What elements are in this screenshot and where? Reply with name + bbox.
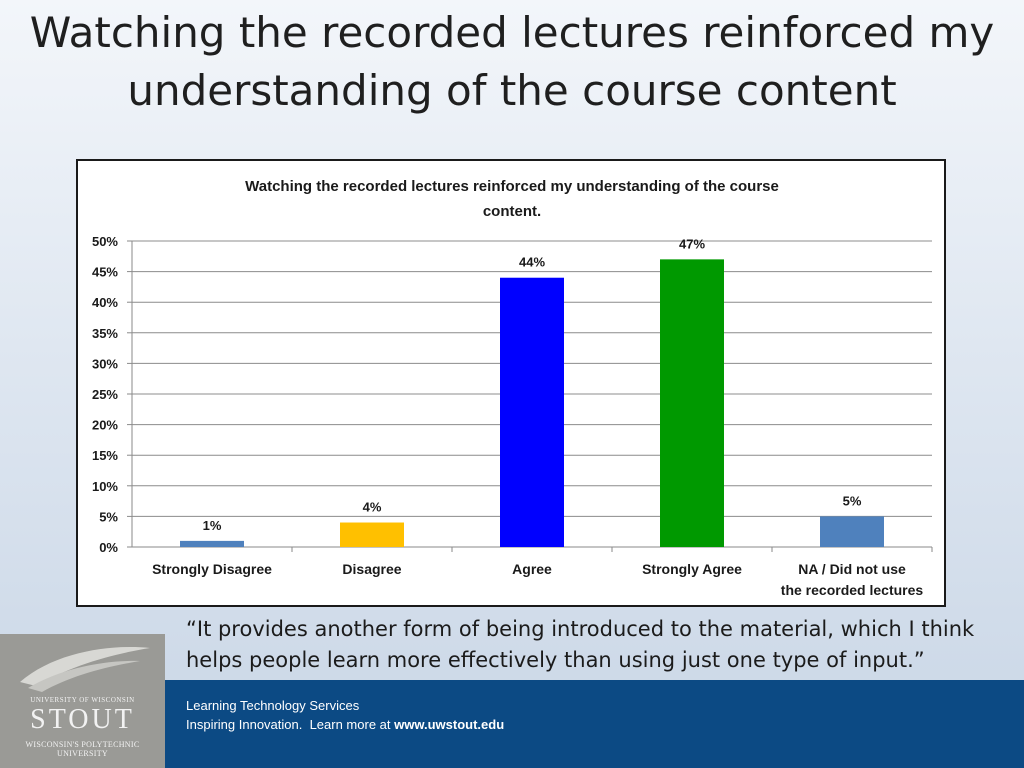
data-label: 47% bbox=[679, 236, 705, 251]
x-category-label: the recorded lectures bbox=[781, 582, 924, 598]
y-tick-label: 10% bbox=[92, 479, 118, 494]
slide-title: Watching the recorded lectures reinforce… bbox=[29, 8, 995, 115]
footer-line-1: Learning Technology Services bbox=[186, 698, 360, 713]
data-label: 4% bbox=[363, 500, 382, 515]
y-tick-label: 15% bbox=[92, 448, 118, 463]
x-category-label: Strongly Disagree bbox=[152, 561, 272, 577]
x-category-label: Agree bbox=[512, 561, 552, 577]
footer-line-2-prefix: Inspiring Innovation. Learn more at bbox=[186, 717, 395, 732]
bar-1 bbox=[180, 540, 244, 547]
quote-text: “It provides another form of being intro… bbox=[186, 617, 975, 672]
chart-title-line-2: content. bbox=[483, 203, 541, 220]
y-tick-label: 5% bbox=[99, 509, 118, 524]
logo-bottom-text: WISCONSIN'S POLYTECHNIC UNIVERSITY bbox=[25, 740, 140, 758]
y-tick-label: 35% bbox=[92, 326, 118, 341]
y-tick-label: 50% bbox=[92, 234, 118, 249]
data-label: 1% bbox=[203, 518, 222, 533]
footer-bar bbox=[0, 680, 1024, 768]
chart-title-line-1: Watching the recorded lectures reinforce… bbox=[245, 178, 779, 195]
bar-2 bbox=[340, 522, 404, 547]
y-tick-label: 40% bbox=[92, 295, 118, 310]
logo-name-text: STOUT bbox=[30, 704, 135, 735]
footer-text: Learning Technology Services Inspiring I… bbox=[186, 696, 504, 734]
footer-line-2: Inspiring Innovation. Learn more at www.… bbox=[186, 715, 504, 734]
footer-website-link[interactable]: www.uwstout.edu bbox=[394, 717, 505, 732]
bar-5 bbox=[820, 516, 884, 547]
data-label: 5% bbox=[843, 493, 862, 508]
bar-4 bbox=[660, 259, 724, 547]
y-tick-label: 45% bbox=[92, 265, 118, 280]
x-category-label: Disagree bbox=[342, 561, 401, 577]
data-label: 44% bbox=[519, 255, 545, 270]
y-tick-label: 20% bbox=[92, 418, 118, 433]
x-category-label: Strongly Agree bbox=[642, 561, 742, 577]
x-category-label: NA / Did not use bbox=[798, 561, 906, 577]
chart-container: Watching the recorded lectures reinforce… bbox=[76, 159, 946, 607]
bar-chart: Watching the recorded lectures reinforce… bbox=[92, 178, 933, 598]
swoosh-icon bbox=[20, 647, 150, 692]
y-tick-label: 0% bbox=[99, 540, 118, 555]
bar-3 bbox=[500, 277, 564, 547]
university-logo: UNIVERSITY OF WISCONSIN STOUT WISCONSIN'… bbox=[0, 634, 165, 768]
logo-top-text: UNIVERSITY OF WISCONSIN bbox=[30, 696, 135, 704]
y-tick-label: 25% bbox=[92, 387, 118, 402]
y-tick-label: 30% bbox=[92, 356, 118, 371]
